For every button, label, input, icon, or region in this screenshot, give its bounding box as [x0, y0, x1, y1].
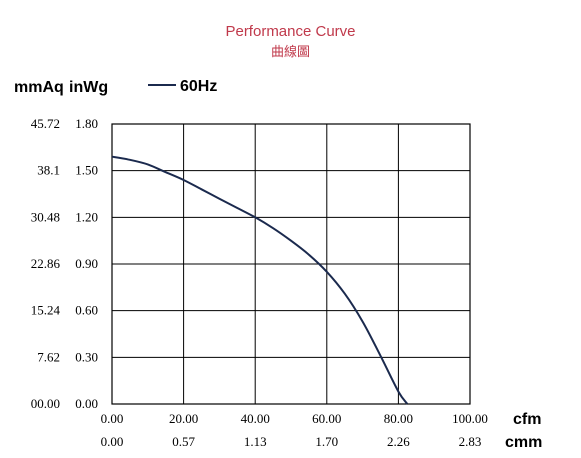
x-tick-label-cfm: 80.00 [384, 411, 413, 426]
plot-frame [111, 123, 471, 405]
x-tick-label-cmm: 0.00 [101, 434, 124, 449]
chart-title: Performance Curve [225, 23, 356, 40]
y-tick-label-mmaq: 00.00 [31, 396, 60, 411]
x-tick-label-cmm: 1.13 [244, 434, 267, 449]
x-tick-label-cfm: 20.00 [169, 411, 198, 426]
x-tick-label-cmm: 2.83 [459, 434, 482, 449]
y-tick-label-mmaq: 15.24 [31, 303, 61, 318]
legend-label-60hz: 60Hz [180, 78, 217, 95]
y-tick-label-mmaq: 38.1 [37, 163, 60, 178]
x-tick-label-cfm: 100.00 [452, 411, 488, 426]
y-tick-label-mmaq: 7.62 [37, 349, 60, 364]
y-tick-label-inwg: 1.50 [75, 163, 98, 178]
y-tick-label-mmaq: 30.48 [31, 209, 60, 224]
y-tick-label-inwg: 0.00 [75, 396, 98, 411]
y-tick-label-mmaq: 45.72 [31, 116, 60, 131]
x-tick-label-cmm: 0.57 [172, 434, 195, 449]
y-tick-label-inwg: 0.90 [75, 256, 98, 271]
y-axis-unit-inwg: inWg [69, 79, 109, 96]
series-60hz-line [111, 155, 409, 405]
x-tick-label-cfm: 60.00 [312, 411, 341, 426]
y-tick-label-inwg: 1.20 [75, 209, 98, 224]
tick-labels: 0.00 0.30 0.60 0.90 1.20 1.50 1.80 00.00 7.62 15.… [31, 116, 488, 449]
y-tick-label-inwg: 0.30 [75, 349, 98, 364]
grid-lines [112, 124, 470, 404]
x-tick-label-cmm: 1.70 [315, 434, 338, 449]
x-tick-label-cfm: 0.00 [101, 411, 124, 426]
y-tick-label-inwg: 1.80 [75, 116, 98, 131]
y-tick-label-mmaq: 22.86 [31, 256, 61, 271]
x-axis-unit-cmm: cmm [505, 434, 543, 451]
y-axis-unit-mmaq: mmAq [14, 79, 64, 96]
x-tick-label-cmm: 2.26 [387, 434, 410, 449]
x-axis-unit-cfm: cfm [513, 411, 542, 428]
y-tick-label-inwg: 0.60 [75, 303, 98, 318]
x-tick-label-cfm: 40.00 [241, 411, 270, 426]
chart-subtitle: 曲線圖 [270, 44, 310, 59]
